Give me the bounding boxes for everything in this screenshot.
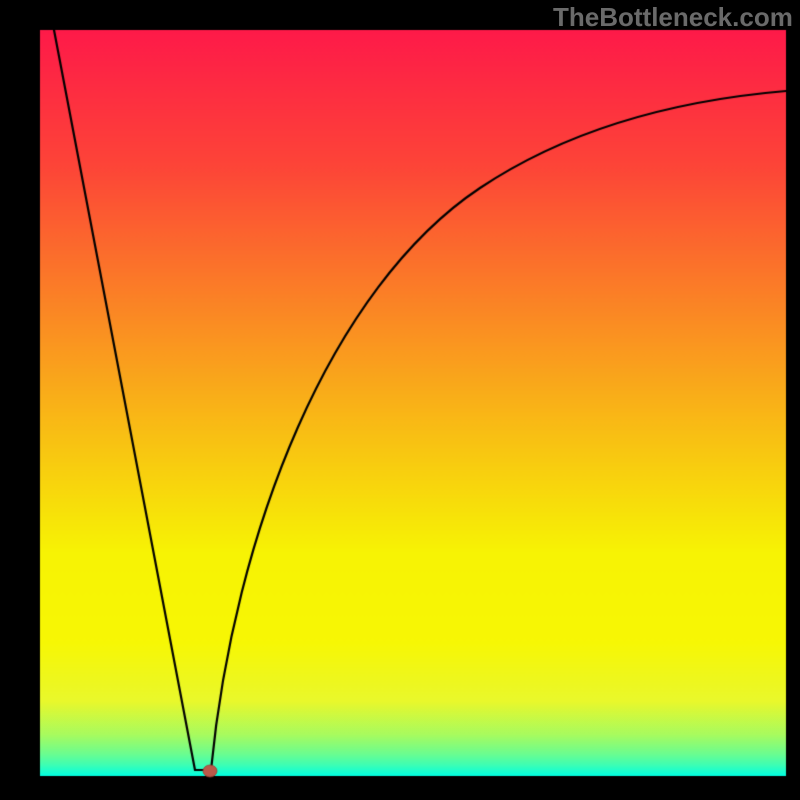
bottleneck-chart-canvas — [0, 0, 800, 800]
watermark-text: TheBottleneck.com — [553, 2, 793, 33]
